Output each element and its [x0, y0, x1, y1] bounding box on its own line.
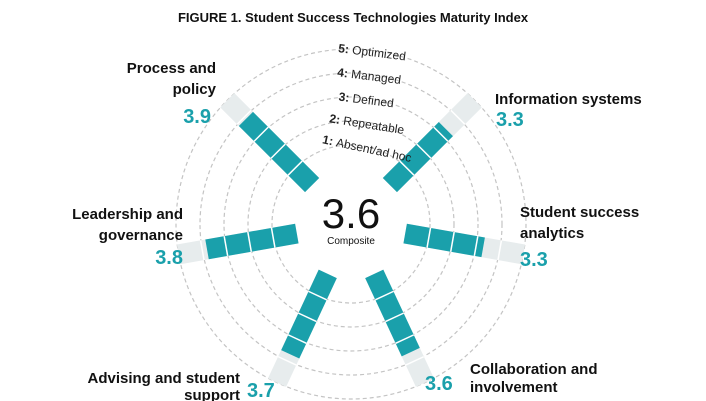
- bar-fill: [205, 223, 299, 260]
- category-score: 3.7: [247, 380, 275, 401]
- level-number: 2:: [328, 111, 344, 127]
- level-ring: [223, 96, 479, 352]
- level-label: 4: Managed: [337, 65, 402, 87]
- bar-segment-divider: [247, 231, 253, 252]
- category-score: 3.3: [520, 249, 548, 271]
- bar-segment-divider: [399, 160, 415, 176]
- category-name-line: Leadership and: [72, 206, 183, 223]
- composite-label: Composite: [327, 236, 375, 247]
- level-number: 5:: [337, 41, 353, 57]
- level-label: 1: Absent/ad hoc: [321, 132, 413, 165]
- bar-segment-divider: [405, 355, 425, 366]
- category-name-line: Advising and student: [87, 370, 240, 387]
- level-ring: [271, 144, 431, 304]
- level-label: 3: Defined: [338, 90, 395, 111]
- category-bar: [220, 93, 320, 193]
- category-bar: [403, 223, 526, 265]
- bar-segment-divider: [395, 334, 415, 345]
- bar-segment-divider: [416, 143, 432, 159]
- level-label: 5: Optimized: [337, 41, 406, 63]
- bar-segment-divider: [236, 109, 252, 125]
- category-bar: [365, 269, 435, 387]
- bar-segment-divider: [375, 290, 394, 301]
- bar-segment-divider: [449, 231, 455, 252]
- category-bars: [176, 93, 526, 387]
- category-score: 3.3: [496, 109, 524, 131]
- level-ring: [175, 48, 527, 400]
- bar-segment-divider: [473, 236, 479, 257]
- category-name-line: Process and: [127, 60, 216, 77]
- bar-segment-divider: [253, 126, 269, 142]
- category-name-line: support: [184, 387, 240, 401]
- category-bar: [176, 223, 299, 265]
- level-rings: [175, 48, 527, 400]
- level-name: Defined: [352, 91, 395, 110]
- category-score: 3.8: [155, 247, 183, 269]
- bar-segment-divider: [287, 160, 303, 176]
- level-name: Absent/ad hoc: [335, 135, 413, 165]
- level-ring: [199, 72, 503, 376]
- level-name: Optimized: [351, 43, 406, 63]
- bar-segment-divider: [450, 109, 466, 125]
- category-name-line: Information systems: [495, 91, 642, 108]
- bar-segment-divider: [426, 227, 432, 248]
- category-bar: [267, 269, 337, 387]
- bar-segment-divider: [298, 312, 317, 323]
- level-ring: [247, 120, 455, 328]
- bar-fill: [382, 122, 453, 193]
- bar-segment-divider: [270, 227, 276, 248]
- level-number: 3:: [338, 90, 354, 106]
- category-name-line: analytics: [520, 225, 584, 242]
- bar-segment-divider: [199, 240, 205, 261]
- bar-segment-divider: [270, 143, 286, 159]
- category-name-line: Student success: [520, 204, 639, 221]
- bar-segment-divider: [433, 126, 449, 142]
- category-name-line: Collaboration and: [470, 361, 598, 378]
- category-name-line: policy: [173, 81, 217, 98]
- category-bar: [382, 93, 482, 193]
- bar-fill: [281, 269, 337, 359]
- category-name-line: involvement: [470, 379, 558, 396]
- bar-segment-divider: [223, 236, 229, 257]
- category-score: 3.9: [183, 106, 211, 128]
- level-name: Repeatable: [342, 114, 405, 137]
- level-name: Managed: [350, 67, 401, 87]
- bar-segment-divider: [497, 240, 503, 261]
- category-name-line: governance: [99, 227, 183, 244]
- bar-fill: [365, 269, 420, 357]
- bar-segment-divider: [277, 355, 297, 366]
- bar-fill: [403, 223, 485, 258]
- level-label: 2: Repeatable: [328, 111, 405, 137]
- composite-value: 3.6: [322, 190, 380, 237]
- bar-segment-divider: [385, 312, 404, 323]
- bar-segment-divider: [287, 334, 307, 345]
- bar-segment-divider: [308, 290, 327, 301]
- bar-fill: [238, 111, 320, 193]
- chart-title: FIGURE 1. Student Success Technologies M…: [178, 10, 529, 25]
- category-score: 3.6: [425, 373, 453, 395]
- level-number: 4:: [337, 65, 353, 81]
- level-number: 1:: [321, 132, 338, 149]
